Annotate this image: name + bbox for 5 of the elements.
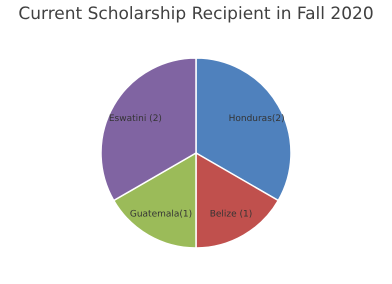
slice-label: Guatemala(1) xyxy=(130,210,192,220)
slice-label: Honduras(2) xyxy=(228,114,285,124)
slice-label: Belize (1) xyxy=(210,210,252,220)
slice-label: Eswatini (2) xyxy=(108,114,162,124)
chart-title: Current Scholarship Recipient in Fall 2020 xyxy=(18,4,374,24)
